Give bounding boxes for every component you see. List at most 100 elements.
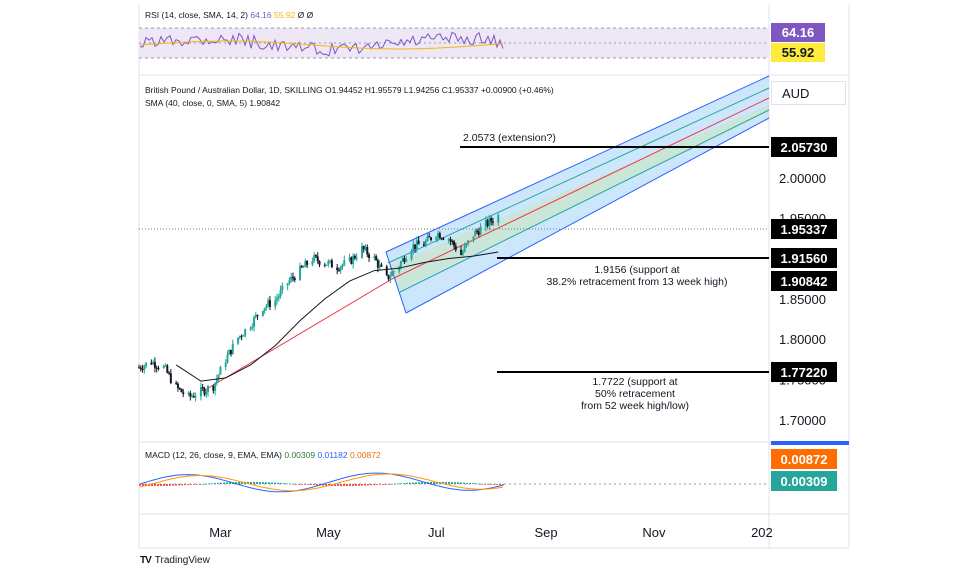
candle-body (141, 369, 144, 371)
macd-histogram-bar (409, 482, 411, 484)
macd-histogram-bar (337, 484, 339, 487)
candle-body (201, 387, 204, 389)
annotation-lines[interactable] (460, 146, 769, 373)
macd-histogram-bar (187, 484, 189, 485)
macd-histogram-bar (421, 482, 423, 484)
price-tags: 2.05730 1.95337 1.91560 1.90842 1.77220 (771, 137, 837, 382)
candle-body (231, 343, 234, 355)
macd-histogram-bar (304, 484, 306, 485)
candle-body (479, 226, 482, 235)
candle-body (337, 270, 340, 272)
candle-body (138, 367, 140, 369)
sma-price-tag (771, 271, 837, 291)
macd-histogram-bar (325, 484, 327, 486)
candle-body (414, 244, 417, 249)
macd-histogram-bar (283, 483, 285, 484)
candle-body (217, 374, 220, 379)
candle-body (348, 257, 351, 261)
macd-histogram-bar (454, 482, 456, 484)
macd-header-macd: 0.00309 (284, 450, 316, 460)
candle-body (237, 337, 240, 344)
candle-body (412, 244, 415, 251)
macd-histogram-bar (184, 484, 186, 486)
candle-body (215, 378, 218, 383)
channel-lower-inner (399, 109, 770, 293)
trend-line (204, 278, 393, 391)
time-tick-label: Nov (642, 525, 666, 540)
candle-body (304, 260, 307, 267)
candle-body (378, 264, 381, 268)
rsi-header: RSI (14, close, SMA, 14, 2) 64.16 55.92 … (145, 10, 313, 20)
candle-body (293, 278, 296, 281)
macd-histogram-bar (472, 483, 474, 485)
candle-body (153, 361, 156, 368)
macd-histogram-bar (196, 484, 198, 485)
macd-histogram-bar (361, 484, 363, 486)
time-axis[interactable]: Mar May Jul Sep Nov 202 (209, 525, 773, 540)
candle-body (166, 365, 169, 373)
candle-body (267, 300, 270, 306)
candle-body (199, 387, 202, 397)
macd-histogram-bar (286, 483, 288, 485)
macd-histogram-bar (256, 481, 258, 484)
macd-histogram-bar (370, 484, 372, 486)
macd-histogram-bar (226, 482, 228, 484)
candle-body (240, 335, 243, 337)
candle-body (447, 239, 450, 241)
time-tick-label: 202 (751, 525, 773, 540)
macd-histogram-bar (238, 481, 240, 484)
candle-body (461, 251, 464, 255)
macd-histogram-bar (142, 484, 144, 486)
candle-body (366, 247, 369, 255)
candle-body (380, 264, 383, 267)
macd-histogram-bar (355, 484, 357, 486)
macd-histogram-bar (175, 484, 177, 486)
candle-body (491, 221, 494, 223)
macd-histogram-bar (385, 484, 387, 485)
macd-histogram-bar (217, 482, 219, 484)
candle-body (336, 267, 339, 271)
candle-body (460, 249, 463, 255)
macd-histogram-bar (223, 482, 225, 484)
rsi-header-value: 64.16 (250, 10, 272, 20)
candle-body (398, 266, 401, 272)
candle-body (150, 362, 153, 365)
macd-histogram-bar (436, 481, 438, 484)
candle-body (437, 233, 440, 237)
candle-body (325, 264, 328, 266)
macd-hist-tag-text: 0.00309 (781, 474, 828, 489)
macd-histogram-bar (457, 482, 459, 484)
candle-body (364, 247, 367, 250)
macd-histogram-bar (490, 484, 492, 485)
macd-histogram-bar (445, 481, 447, 484)
candle-body (399, 261, 402, 267)
candle-body (484, 220, 487, 227)
macd-histogram-bar (346, 484, 348, 487)
candle-body (442, 238, 445, 240)
candle-body (191, 396, 194, 398)
macd-histogram-bar (139, 484, 141, 486)
candle-body (451, 241, 454, 243)
macd-histogram-bar (235, 482, 237, 484)
candle-body (214, 382, 217, 391)
support-price-tag-2 (771, 362, 837, 382)
candle-body (176, 383, 179, 388)
regression-channel[interactable] (204, 75, 770, 391)
extension-annotation: 2.0573 (extension?) (463, 132, 556, 144)
macd-histogram-bar (364, 484, 366, 486)
macd-histogram-bar (424, 482, 426, 484)
macd-histogram-bar (469, 483, 471, 484)
macd-histogram-bar (181, 484, 183, 486)
macd-pane: 0.00872 0.00309 (139, 441, 849, 493)
main-header-line1: British Pound / Australian Dollar, 1D, S… (145, 85, 554, 95)
candle-body (314, 255, 317, 257)
price-tick-label: 2.00000 (779, 171, 826, 186)
macd-histogram-bar (391, 483, 393, 485)
tradingview-logo-text: TradingView (154, 555, 210, 566)
candle-body (205, 391, 208, 395)
macd-histogram-bar (382, 484, 384, 485)
candle-body (417, 240, 420, 245)
currency-selector[interactable]: AUD (771, 81, 846, 105)
candle-body (274, 300, 277, 307)
